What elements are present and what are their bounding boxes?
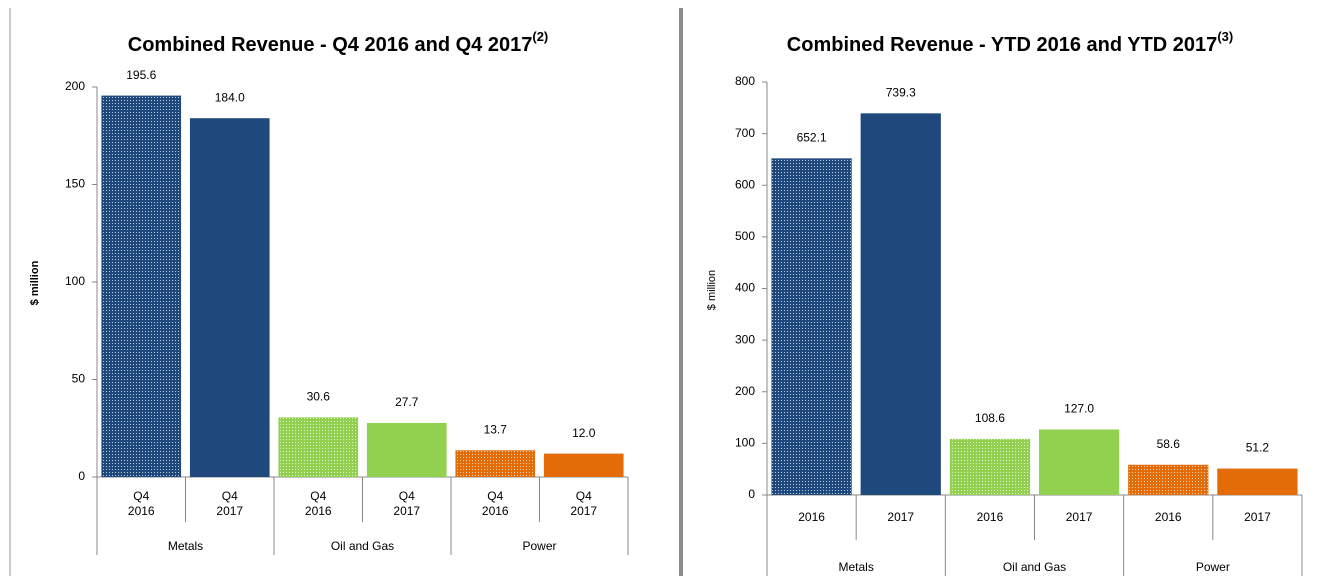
bar — [455, 450, 536, 477]
y-tick-label: 0 — [748, 487, 755, 501]
x-tick-line: Q4 — [399, 489, 415, 503]
y-axis-label: $ million — [706, 270, 718, 310]
group-label: Metals — [168, 539, 203, 553]
y-tick-label: 700 — [735, 126, 755, 140]
value-label: 652.1 — [797, 131, 827, 145]
bar — [543, 453, 624, 477]
x-tick-line: Q4 — [222, 489, 238, 503]
value-label: 127.0 — [1064, 402, 1094, 416]
value-label: 108.6 — [975, 411, 1005, 425]
x-tick-line: Q4 — [487, 489, 503, 503]
bar — [278, 417, 359, 477]
value-label: 12.0 — [572, 426, 596, 440]
chart-title: Combined Revenue - YTD 2016 and YTD 2017… — [787, 29, 1233, 56]
x-tick-label: 2016 — [1155, 510, 1182, 524]
y-tick-label: 500 — [735, 229, 755, 243]
y-tick-label: 0 — [78, 469, 85, 483]
chart-title: Combined Revenue - Q4 2016 and Q4 2017(2… — [128, 29, 549, 56]
x-tick-label: Q4 2017 — [570, 489, 597, 518]
y-tick-label: 400 — [735, 281, 755, 295]
x-tick-label: Q4 2016 — [305, 489, 332, 518]
group-label: Oil and Gas — [331, 539, 394, 553]
x-tick-label: 2017 — [1244, 510, 1271, 524]
x-tick-label: Q4 2016 — [482, 489, 509, 518]
group-label: Power — [1196, 560, 1230, 574]
value-label: 184.0 — [215, 90, 245, 104]
x-tick-line: Q4 — [310, 489, 326, 503]
value-label: 51.2 — [1246, 441, 1270, 455]
x-tick-label: 2017 — [1066, 510, 1093, 524]
y-tick-label: 100 — [735, 436, 755, 450]
value-label: 27.7 — [395, 395, 419, 409]
bar — [771, 158, 852, 495]
bar — [1217, 468, 1298, 495]
chart-title-text: Combined Revenue - Q4 2016 and Q4 2017 — [128, 34, 533, 56]
x-tick-label: 2016 — [977, 510, 1004, 524]
x-tick-label: 2017 — [887, 510, 914, 524]
bar — [949, 438, 1031, 495]
bar — [1128, 464, 1209, 495]
x-tick-line: 2016 — [482, 504, 509, 518]
chart-title-note: (3) — [1217, 29, 1233, 44]
y-tick-label: 800 — [735, 74, 755, 88]
x-tick-line: 2016 — [305, 504, 332, 518]
chart-title-note: (2) — [532, 29, 548, 44]
x-tick-line: 2017 — [570, 504, 597, 518]
value-label: 30.6 — [307, 390, 331, 404]
x-tick-label: 2016 — [798, 510, 825, 524]
y-axis-label: $ million — [29, 260, 41, 305]
y-tick-label: 200 — [65, 79, 85, 93]
bar — [101, 95, 182, 477]
y-tick-label: 150 — [65, 177, 85, 191]
x-tick-line: 2017 — [393, 504, 420, 518]
group-label: Power — [522, 539, 556, 553]
y-tick-label: 50 — [72, 372, 86, 386]
x-tick-label: Q4 2017 — [216, 489, 243, 518]
value-label: 13.7 — [484, 422, 508, 436]
y-tick-label: 300 — [735, 332, 755, 346]
y-tick-label: 200 — [735, 384, 755, 398]
x-tick-label: Q4 2016 — [128, 489, 155, 518]
group-label: Oil and Gas — [1003, 560, 1066, 574]
bar — [1038, 429, 1120, 495]
chart-title-text: Combined Revenue - YTD 2016 and YTD 2017 — [787, 34, 1218, 56]
value-label: 739.3 — [886, 86, 916, 100]
bar — [366, 422, 447, 477]
value-label: 58.6 — [1157, 437, 1181, 451]
y-tick-label: 100 — [65, 274, 85, 288]
value-label: 195.6 — [126, 68, 156, 82]
x-tick-line: 2017 — [216, 504, 243, 518]
x-tick-line: Q4 — [133, 489, 149, 503]
group-label: Metals — [838, 560, 873, 574]
bar — [189, 118, 270, 477]
bar — [860, 113, 941, 496]
x-tick-line: Q4 — [576, 489, 592, 503]
x-tick-label: Q4 2017 — [393, 489, 420, 518]
x-tick-line: 2016 — [128, 504, 155, 518]
y-tick-label: 600 — [735, 177, 755, 191]
